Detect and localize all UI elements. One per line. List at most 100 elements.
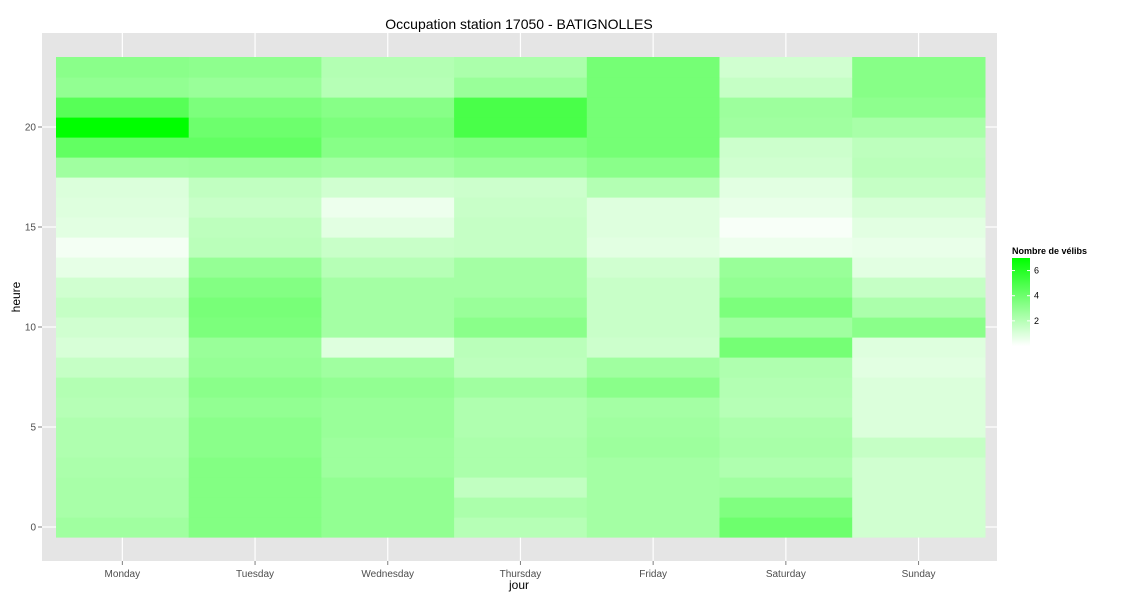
heatmap-cell [586,277,721,298]
heatmap-cell [188,57,322,78]
heatmap-cell [454,297,588,318]
heatmap-cell [321,437,455,458]
heatmap-cell [321,237,455,258]
legend-tick-label: 2 [1034,316,1039,326]
heatmap-cell [321,257,455,278]
heatmap-cell [321,497,455,518]
heatmap-cell [719,357,853,378]
heatmap-cell [56,477,190,498]
heatmap-cell [56,77,190,98]
heatmap-cell [586,497,721,518]
heatmap-cell [56,377,190,398]
heatmap-cell [586,477,721,498]
heatmap-cell [852,197,986,218]
heatmap-cell [188,357,322,378]
heatmap-cell [56,357,190,378]
heatmap-cell [586,217,721,238]
heatmap-cell [586,337,721,358]
heatmap-cell [719,77,853,98]
heatmap-cell [56,117,190,138]
heatmap-cell [56,457,190,478]
heatmap-cell [719,137,853,158]
heatmap-cell [321,417,455,438]
heatmap-cell [586,257,721,278]
heatmap-cell [852,177,986,198]
heatmap-cell [852,217,986,238]
heatmap-cell [719,317,853,338]
heatmap-cell [719,177,853,198]
heatmap-cell [56,257,190,278]
heatmap-cell [188,517,322,538]
heatmap-cell [321,117,455,138]
heatmap-cell [586,157,721,178]
x-tick-label: Monday [105,569,141,580]
heatmap-cell [321,157,455,178]
color-legend: Nombre de vélibs 2 4 6 [1012,246,1087,346]
heatmap-cell [719,477,853,498]
heatmap-cell [852,117,986,138]
heatmap-cell [719,117,853,138]
heatmap-cell [454,77,588,98]
heatmap-cell [321,337,455,358]
heatmap-cell [321,517,455,538]
heatmap-cell [454,257,588,278]
heatmap-cell [852,317,986,338]
y-tick-label: 0 [30,523,36,534]
heatmap-cell [719,257,853,278]
heatmap-cell [719,497,853,518]
heatmap-cell [56,197,190,218]
heatmap-cell [188,377,322,398]
heatmap-cell [321,217,455,238]
heatmap-cell [321,457,455,478]
heatmap-cell [56,437,190,458]
heatmap-cell [454,397,588,418]
heatmap-cell [56,217,190,238]
heatmap-cell [454,497,588,518]
heatmap-cell [56,277,190,298]
y-axis-title: heure [9,281,23,312]
heatmap-cell [321,77,455,98]
heatmap-cell [852,257,986,278]
heatmap-cell [719,197,853,218]
heatmap-cell [586,357,721,378]
heatmap-cell [56,157,190,178]
x-axis-title: jour [508,578,529,592]
heatmap-cell [454,197,588,218]
heatmap-cell [852,137,986,158]
heatmap-cell [454,357,588,378]
heatmap-cell [321,277,455,298]
heatmap-cell [852,157,986,178]
heatmap-cell [454,457,588,478]
heatmap-cell [188,117,322,138]
legend-color-bar [1012,258,1030,346]
heatmap-cell [719,217,853,238]
heatmap-cell [188,217,322,238]
heatmap-cell [56,237,190,258]
x-tick-label: Wednesday [361,569,414,580]
heatmap-cell [852,457,986,478]
heatmap-cell [852,277,986,298]
heatmap-cell [586,97,721,118]
heatmap-cell [852,337,986,358]
y-tick-label: 5 [30,423,36,434]
heatmap-cell [56,317,190,338]
heatmap-cell [188,317,322,338]
heatmap-cell [321,97,455,118]
heatmap-cell [586,317,721,338]
legend-tick-label: 6 [1034,266,1039,276]
x-tick-label: Thursday [500,569,542,580]
heatmap-cell [321,177,455,198]
heatmap-cell [321,357,455,378]
x-tick-label: Sunday [902,569,936,580]
heatmap-cell [56,517,190,538]
legend-tick-label: 4 [1034,291,1039,301]
heatmap-cell [454,97,588,118]
heatmap-cell [56,417,190,438]
heatmap-cell [321,137,455,158]
x-tick-label: Friday [639,569,667,580]
heatmap-cell [188,237,322,258]
x-axis: Monday Tuesday Wednesday Thursday Friday Satu… [105,561,936,580]
heatmap-cell [586,177,721,198]
x-tick-label: Tuesday [236,569,274,580]
y-tick-label: 10 [25,323,37,334]
